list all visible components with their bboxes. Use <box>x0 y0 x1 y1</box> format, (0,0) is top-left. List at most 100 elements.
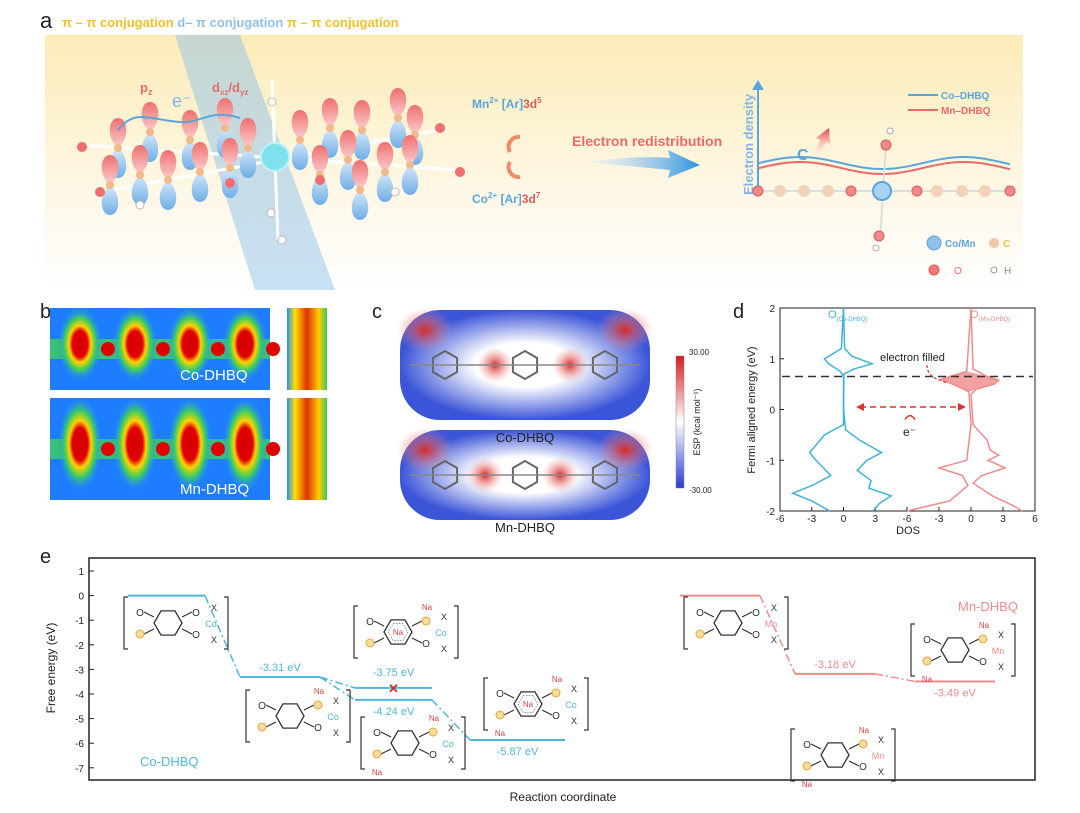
molecule-structure: O O Co X X Na <box>245 687 351 743</box>
carbon-label: C <box>797 147 809 164</box>
negative-region <box>397 308 453 352</box>
bond <box>143 611 155 618</box>
hydrogen-atom <box>135 200 145 210</box>
legend-mn-dhbq: Mn–DHBQ <box>941 106 991 117</box>
electron-density-label: Electron density <box>741 93 756 195</box>
density-lobe <box>58 307 102 381</box>
bond <box>703 628 715 635</box>
delocalized-ring <box>517 695 539 713</box>
d-xtick-label: -3 <box>807 514 816 525</box>
d-plot-frame <box>779 307 1036 512</box>
ring-skeleton <box>431 349 459 381</box>
carbon-atom <box>244 144 252 152</box>
bond <box>143 628 155 635</box>
negative-region <box>397 428 453 472</box>
panel-label-a: a <box>40 8 53 33</box>
energy-level-label: -3.31 eV <box>259 662 301 674</box>
metal-label: Co <box>442 739 454 749</box>
polymer-brackets <box>790 728 896 782</box>
electron-redistribution-label: Electron redistribution <box>572 133 722 149</box>
bond <box>810 743 822 750</box>
benzene-ring <box>820 742 850 768</box>
e-ytick-label: -5 <box>75 715 84 726</box>
energy-level-label: -3.49 eV <box>934 687 976 699</box>
oxygen-atom-icon <box>365 638 375 648</box>
bond <box>503 692 515 699</box>
oxygen-label: O <box>192 608 200 619</box>
interconversion-arrows-icon <box>506 134 521 180</box>
pz-orbital-lobe-blue <box>401 165 419 195</box>
bond <box>810 760 822 767</box>
pz-orbital-lobe-red <box>101 155 119 185</box>
sodium-label: Na <box>314 687 325 696</box>
oxygen-label: O <box>696 608 704 619</box>
benzene-ring <box>275 703 305 729</box>
carbon-atom <box>956 185 968 197</box>
pz-orbital-lobe-red <box>291 110 309 140</box>
d-ytick-label: -2 <box>766 507 775 518</box>
colorbar-min: -30.00 <box>689 486 712 495</box>
oxygen-atom <box>752 185 764 197</box>
pz-orbital-lobe-red <box>131 145 149 175</box>
benzene-ring <box>153 610 183 636</box>
oxygen-label: O <box>752 630 760 641</box>
ring-skeleton <box>511 349 539 381</box>
oxygen-atom-icon <box>695 629 705 639</box>
density-legend: Co–DHBQ Mn–DHBQ <box>908 91 991 117</box>
polymer-brackets <box>123 596 229 650</box>
bond <box>848 743 860 750</box>
bond <box>968 655 980 662</box>
e-ytick-label: -6 <box>75 739 84 750</box>
carbon-atom <box>326 124 334 132</box>
bond <box>411 620 423 627</box>
orbital-lattice <box>77 79 465 245</box>
carbon-atom <box>381 168 389 176</box>
carbon-atom <box>114 144 122 152</box>
ligand-x-label: X <box>771 635 777 645</box>
bond <box>303 704 315 711</box>
pz-orbital-lobe-red <box>389 88 407 118</box>
polymer-brackets <box>245 689 351 743</box>
d-xtick-label: 6 <box>1032 514 1038 525</box>
metal-label: Co <box>327 712 339 722</box>
header-pi-pi-right: π – π conjugation <box>283 15 398 30</box>
oxygen-atom-icon <box>257 722 267 732</box>
metal-center-atom <box>260 142 290 172</box>
legend-co-dhbq: Co–DHBQ <box>941 91 990 102</box>
oxygen-label: O <box>422 639 430 650</box>
carbon-atom <box>106 181 114 189</box>
oxygen-atom <box>77 142 87 152</box>
mn-dhbq-esp-map <box>397 428 653 520</box>
bond <box>411 637 423 644</box>
polymer-brackets <box>910 623 1016 677</box>
bond <box>503 709 515 716</box>
oxygen-atom-icon <box>313 700 323 710</box>
metal-label: Mn <box>992 646 1005 656</box>
ligand-x-label: X <box>448 723 454 733</box>
oxygen-atom <box>435 123 445 133</box>
d-ylabel: Fermi aligned energy (eV) <box>746 346 758 473</box>
atom-core <box>101 442 115 456</box>
oxygen-label: O <box>192 630 200 641</box>
benzene-ring <box>383 619 413 645</box>
pz-orbital-lobe-blue <box>159 180 177 210</box>
oxygen-label: O <box>136 608 144 619</box>
co-ion-config: Co2+ [Ar]3d7 <box>472 191 541 206</box>
reaction-path <box>319 676 356 701</box>
panel-label-d: d <box>733 301 744 323</box>
d-xtick-label: -3 <box>935 514 944 525</box>
density-lobe <box>168 397 212 491</box>
mn-dhbq-map-label: Mn-DHBQ <box>180 481 249 498</box>
oxygen-atom-icon <box>551 688 561 698</box>
e-ytick-label: 1 <box>78 567 84 578</box>
e-ytick-label: -1 <box>75 616 84 627</box>
colorbar-max: 30.00 <box>689 348 710 357</box>
density-lobe <box>168 307 212 381</box>
blocked-pathway-icon: ✕ <box>388 681 399 696</box>
sodium-label: Na <box>393 628 404 637</box>
hydrogen-atom <box>277 235 287 245</box>
oxygen-atom-icon <box>495 710 505 720</box>
sodium-label: Na <box>979 621 990 630</box>
oxygen-atom-icon <box>372 749 382 759</box>
